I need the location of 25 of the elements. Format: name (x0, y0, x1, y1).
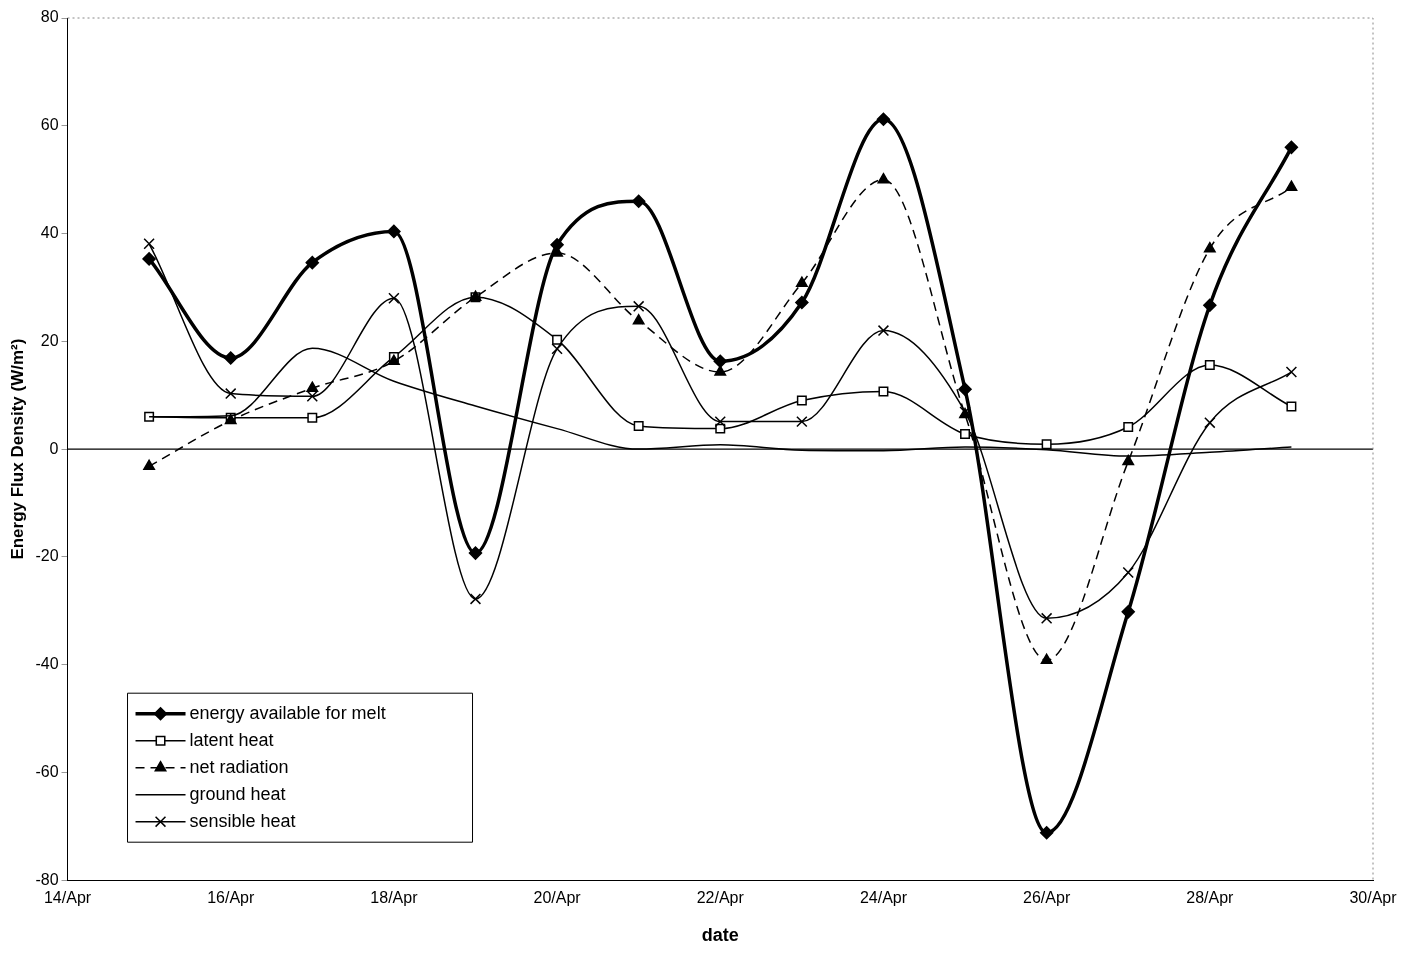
legend-label: energy available for melt (189, 702, 386, 723)
x-tick-label: 24/Apr (859, 889, 908, 907)
y-tick-label: -80 (35, 870, 59, 888)
x-tick-label: 30/Apr (1349, 889, 1398, 907)
y-tick-label: -20 (35, 547, 59, 565)
x-tick-label: 28/Apr (1186, 889, 1235, 907)
legend-label: net radiation (189, 756, 289, 777)
y-tick-label: 0 (49, 439, 59, 457)
x-axis-title: date (701, 925, 739, 946)
legend-label: latent heat (189, 729, 274, 750)
x-tick-label: 16/Apr (207, 889, 255, 907)
x-tick-label: 22/Apr (696, 889, 745, 907)
x-tick-label: 26/Apr (1023, 889, 1071, 907)
y-tick-label: -40 (35, 655, 59, 673)
x-tick-label: 14/Apr (43, 889, 92, 907)
y-tick-label: 60 (40, 116, 59, 134)
y-tick-label: 20 (40, 331, 59, 349)
legend-label: sensible heat (189, 810, 296, 831)
y-tick-label: 80 (40, 8, 59, 26)
x-tick-label: 18/Apr (370, 889, 419, 907)
y-axis-title: Energy Flux Density (W/m²) (7, 338, 27, 560)
y-tick-label: -60 (35, 762, 59, 780)
y-tick-label: 40 (40, 223, 59, 241)
x-tick-label: 20/Apr (533, 889, 582, 907)
legend-label: ground heat (189, 783, 286, 804)
